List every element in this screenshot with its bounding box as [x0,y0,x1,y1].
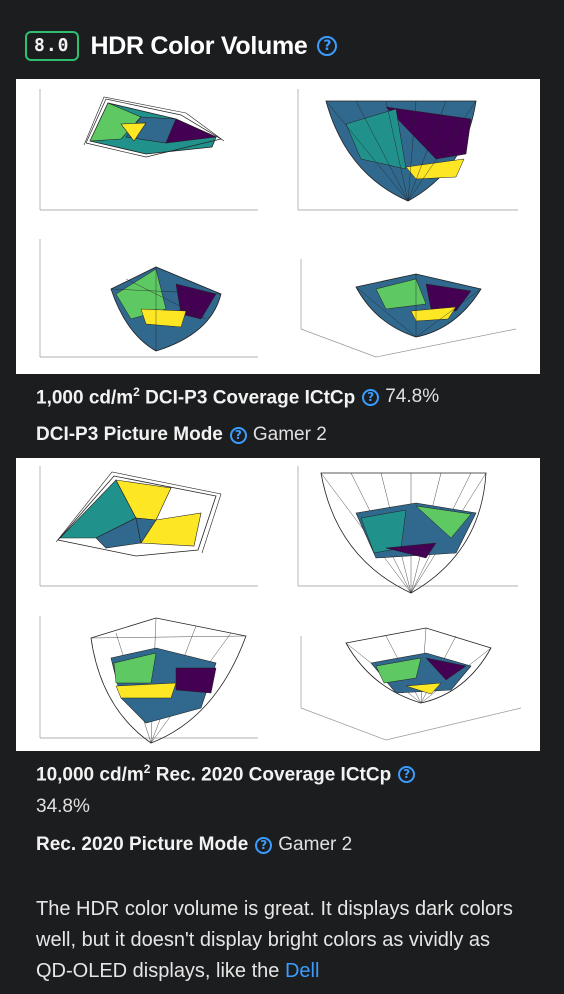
dci-p3-bottom-right-plot [300,259,517,358]
score-badge: 8.0 [25,31,79,61]
dci-p3-color-volume-figure [16,79,540,374]
review-paragraph: The HDR color volume is great. It displa… [36,894,526,987]
dci-p3-picture-mode-row: DCI-P3 Picture Mode ? Gamer 2 [36,424,327,446]
dci-p3-coverage-label: 1,000 cd/m2 DCI-P3 Coverage ICtCp [36,385,356,409]
rec2020-picture-mode-row: Rec. 2020 Picture Mode ? Gamer 2 [36,834,352,856]
dci-p3-coverage-row: 1,000 cd/m2 DCI-P3 Coverage ICtCp ? 74.8… [36,385,439,409]
question-circle-icon[interactable]: ? [255,836,273,854]
dci-p3-top-left-plot [39,89,258,211]
rec2020-color-volume-figure [16,458,540,751]
rec2020-picture-mode-value: Gamer 2 [278,834,353,855]
dci-p3-bottom-left-plot [39,239,258,358]
rec2020-coverage-row: 10,000 cd/m2 Rec. 2020 Coverage ICtCp ? [36,762,421,786]
question-circle-icon[interactable]: ? [229,426,247,444]
rec2020-bottom-left-plot [39,616,258,744]
section-header: 8.0 HDR Color Volume ? [25,29,338,63]
question-circle-icon[interactable]: ? [362,388,380,406]
dci-p3-coverage-value: 74.8% [385,386,440,408]
question-circle-icon[interactable]: ? [398,765,416,783]
dci-p3-top-right-plot [297,89,518,211]
rec2020-bottom-right-plot [300,627,522,741]
rec2020-top-right-plot [297,466,518,594]
question-circle-icon[interactable]: ? [317,36,338,56]
dci-p3-picture-mode-label: DCI-P3 Picture Mode [36,424,223,445]
dci-p3-picture-mode-value: Gamer 2 [252,424,327,445]
rec2020-coverage-label: 10,000 cd/m2 Rec. 2020 Coverage ICtCp [36,762,392,786]
rec2020-picture-mode-label: Rec. 2020 Picture Mode [36,834,249,855]
rec2020-top-left-plot [39,466,258,587]
rec2020-coverage-value: 34.8% [36,796,90,817]
paragraph-text: The HDR color volume is great. It displa… [36,898,513,982]
section-title: HDR Color Volume [90,31,308,60]
dell-link[interactable]: Dell [284,960,320,982]
